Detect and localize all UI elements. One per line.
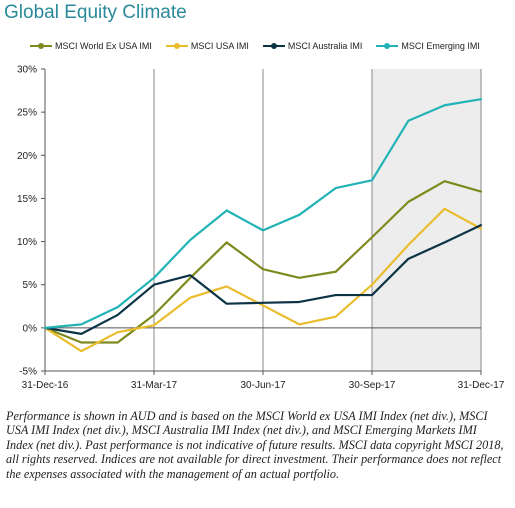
y-tick-label: 0% [23,323,38,334]
x-tick-label: 31-Dec-17 [458,380,505,391]
legend-item-usa: MSCI USA IMI [165,41,249,51]
y-tick-label: 15% [17,194,37,205]
chart-title: Global Equity Climate [4,2,187,23]
y-tick-label: 30% [17,65,37,76]
chart-caption: Performance is shown in AUD and is based… [6,409,504,481]
legend-label-emerging: MSCI Emerging IMI [401,41,480,51]
y-tick-label: 10% [17,237,37,248]
legend-label-world-ex-usa: MSCI World Ex USA IMI [55,41,152,51]
y-tick-label: -5% [19,367,37,378]
legend-swatch-australia [262,42,285,49]
legend-label-australia: MSCI Australia IMI [287,41,363,51]
legend-label-usa: MSCI USA IMI [190,41,249,51]
x-tick-label: 30-Jun-17 [240,380,285,391]
x-tick-label: 31-Mar-17 [131,380,178,391]
y-tick-label: 20% [17,151,37,162]
legend-swatch-emerging [376,42,399,49]
series-line-3 [43,98,483,329]
chart-legend: MSCI World Ex USA IMI MSCI USA IMI MSCI … [30,38,494,54]
x-tick-label: 30-Sep-17 [349,380,396,391]
legend-swatch-usa [165,42,188,49]
legend-item-world-ex-usa: MSCI World Ex USA IMI [30,41,152,51]
y-tick-label: 25% [17,108,37,119]
legend-item-australia: MSCI Australia IMI [262,41,363,51]
legend-swatch-world-ex-usa [30,42,52,49]
series-line-1 [43,207,483,353]
line-chart: -5% 0% 5% 10% 15% 20% 25% 30% 31-Dec-16 31-Mar-17… [17,65,505,392]
series-line-0 [43,180,483,344]
legend-item-emerging: MSCI Emerging IMI [376,41,480,51]
series-line-2 [43,224,483,335]
y-tick-label: 5% [23,280,38,291]
x-tick-label: 31-Dec-16 [22,380,69,391]
